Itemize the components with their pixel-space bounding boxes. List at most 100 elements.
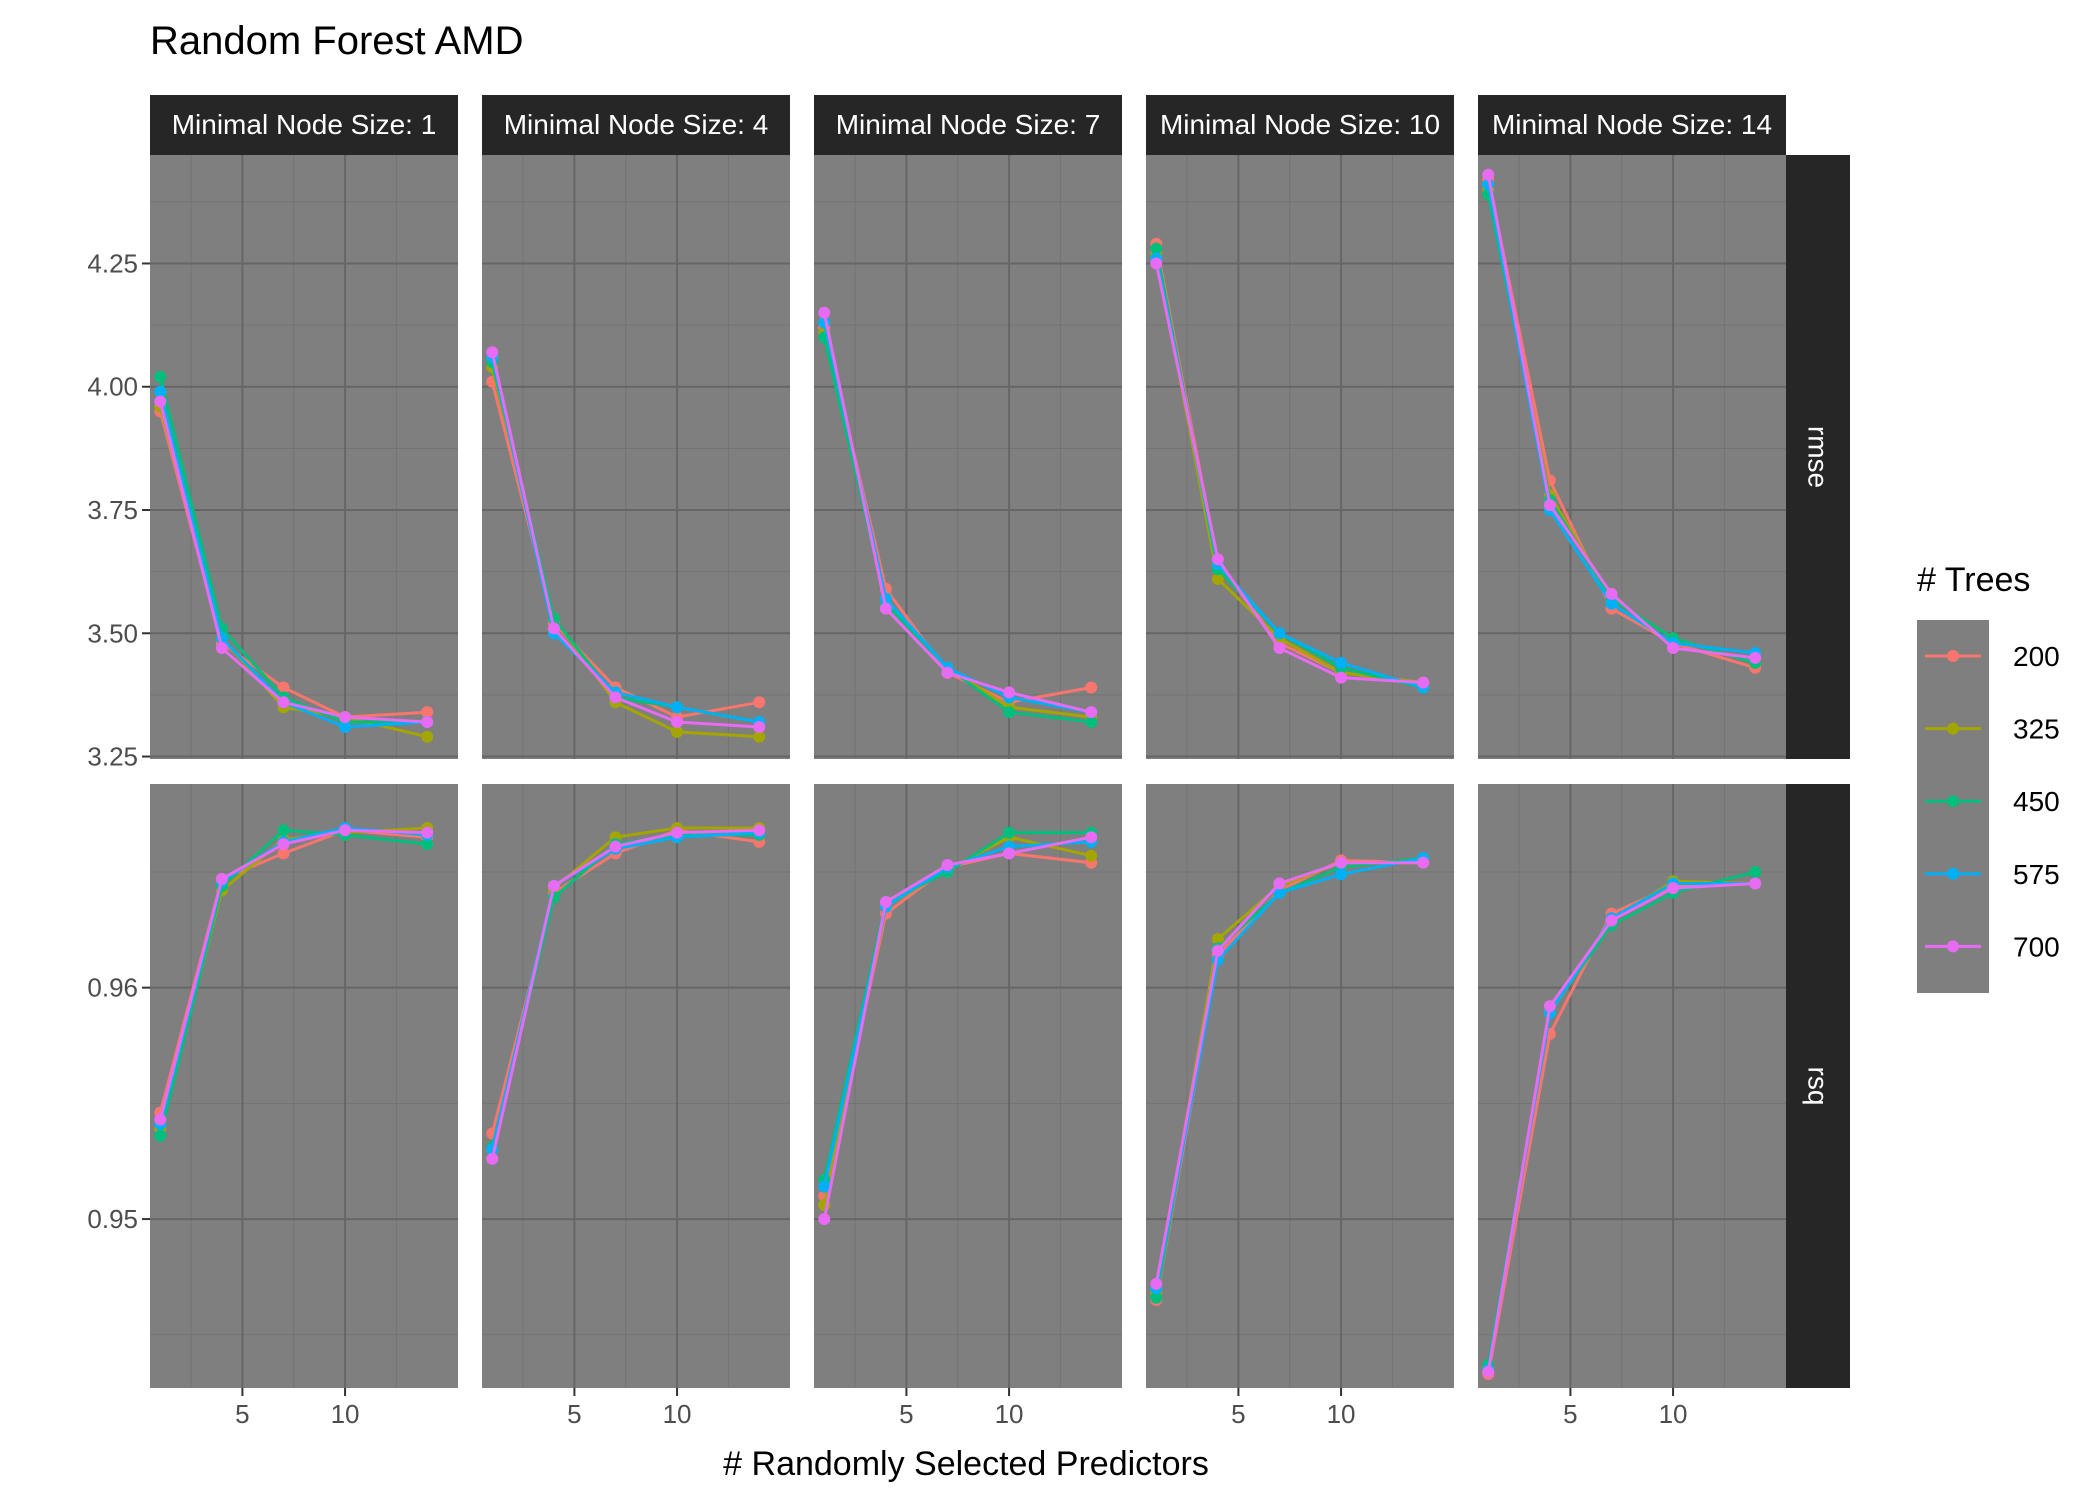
data-point bbox=[1003, 826, 1016, 839]
facet-strip-label: Minimal Node Size: 10 bbox=[1160, 109, 1440, 140]
data-point bbox=[421, 706, 434, 719]
data-point bbox=[1085, 849, 1098, 862]
data-point bbox=[277, 847, 290, 860]
facet-panel bbox=[1478, 155, 1786, 759]
panel-background bbox=[150, 155, 458, 759]
facet-panel bbox=[1478, 784, 1786, 1388]
y-tick-label: 4.00 bbox=[87, 372, 138, 402]
data-point bbox=[1482, 168, 1495, 181]
data-point bbox=[1085, 706, 1098, 719]
data-point bbox=[609, 840, 622, 853]
facet-strip-column bbox=[1146, 95, 1454, 155]
panel-background bbox=[814, 784, 1122, 1388]
x-tick-label: 5 bbox=[235, 1399, 249, 1429]
data-point bbox=[753, 696, 766, 709]
legend-key-point bbox=[1947, 650, 1959, 662]
facet-strip-row bbox=[1786, 784, 1850, 1388]
data-point bbox=[486, 346, 499, 359]
data-point bbox=[671, 701, 684, 714]
x-tick-label: 5 bbox=[1231, 1399, 1245, 1429]
data-point bbox=[421, 826, 434, 839]
data-point bbox=[154, 395, 167, 408]
data-point bbox=[421, 716, 434, 729]
data-point bbox=[277, 681, 290, 694]
data-point bbox=[1335, 671, 1348, 684]
data-point bbox=[1605, 914, 1618, 927]
data-point bbox=[277, 824, 290, 837]
data-point bbox=[1211, 573, 1224, 586]
data-point bbox=[1085, 831, 1098, 844]
data-point bbox=[154, 1129, 167, 1142]
facet-panel bbox=[1146, 784, 1454, 1388]
data-point bbox=[671, 725, 684, 738]
facet-strip-label: Minimal Node Size: 7 bbox=[836, 109, 1101, 140]
legend-key-point bbox=[1947, 722, 1959, 735]
legend-label: 200 bbox=[2013, 641, 2060, 672]
legend-key-point bbox=[1947, 867, 1959, 880]
data-point bbox=[1543, 499, 1556, 512]
panel-background bbox=[150, 784, 458, 1388]
data-point bbox=[1543, 1000, 1556, 1013]
data-point bbox=[671, 826, 684, 839]
x-tick-label: 10 bbox=[1659, 1399, 1688, 1429]
data-point bbox=[1605, 597, 1618, 610]
data-point bbox=[1150, 1277, 1163, 1290]
data-point bbox=[1749, 865, 1762, 878]
facet-panel bbox=[482, 784, 790, 1388]
legend-label: 325 bbox=[2013, 714, 2060, 745]
legend-label: 700 bbox=[2013, 931, 2060, 962]
facet-panel bbox=[814, 155, 1122, 759]
x-tick-label: 10 bbox=[1327, 1399, 1356, 1429]
facet-strip-label: rmse bbox=[1803, 426, 1834, 488]
data-point bbox=[1335, 856, 1348, 869]
facet-strip-row bbox=[1786, 155, 1850, 759]
legend-label: 450 bbox=[2013, 786, 2060, 817]
panel-background bbox=[1478, 155, 1786, 759]
x-tick-label: 5 bbox=[567, 1399, 581, 1429]
data-point bbox=[277, 838, 290, 851]
data-point bbox=[421, 730, 434, 743]
data-point bbox=[154, 385, 167, 398]
data-point bbox=[818, 1180, 831, 1193]
data-point bbox=[879, 896, 892, 909]
data-point bbox=[818, 306, 831, 319]
legend: # Trees 200 325 450 575 700 bbox=[1917, 561, 2060, 993]
facet-strip-label: Minimal Node Size: 4 bbox=[504, 109, 769, 140]
panel-background bbox=[814, 155, 1122, 759]
data-point bbox=[941, 666, 954, 679]
data-point bbox=[1273, 877, 1286, 890]
panel-background bbox=[482, 155, 790, 759]
data-point bbox=[154, 1113, 167, 1126]
data-point bbox=[1605, 587, 1618, 600]
data-point bbox=[1211, 933, 1224, 946]
legend-key-point bbox=[1947, 795, 1959, 808]
facet-panel bbox=[814, 784, 1122, 1388]
facet-strip-label: rsq bbox=[1803, 1067, 1834, 1106]
data-point bbox=[215, 872, 228, 885]
data-point bbox=[1482, 1365, 1495, 1378]
data-point bbox=[1667, 882, 1680, 895]
data-point bbox=[1085, 681, 1098, 694]
data-point bbox=[671, 716, 684, 729]
data-point bbox=[339, 824, 352, 837]
y-tick-label: 3.75 bbox=[87, 495, 138, 525]
facet-panel bbox=[482, 155, 790, 759]
y-tick-label: 3.25 bbox=[87, 742, 138, 772]
x-axis-label: # Randomly Selected Predictors bbox=[723, 1445, 1209, 1483]
data-point bbox=[1150, 242, 1163, 255]
data-point bbox=[1667, 642, 1680, 655]
facet-panel bbox=[150, 155, 458, 759]
x-tick-label: 10 bbox=[663, 1399, 692, 1429]
data-point bbox=[1150, 1291, 1163, 1304]
facet-strip-column bbox=[1478, 95, 1786, 155]
y-tick-label: 0.95 bbox=[87, 1204, 138, 1234]
data-point bbox=[154, 370, 167, 383]
data-point bbox=[1273, 642, 1286, 655]
facet-panel bbox=[150, 784, 458, 1388]
data-point bbox=[879, 602, 892, 615]
x-tick-label: 10 bbox=[331, 1399, 360, 1429]
data-point bbox=[1085, 716, 1098, 729]
chart-title: Random Forest AMD bbox=[150, 19, 523, 63]
panel-background bbox=[482, 784, 790, 1388]
data-point bbox=[486, 1152, 499, 1165]
